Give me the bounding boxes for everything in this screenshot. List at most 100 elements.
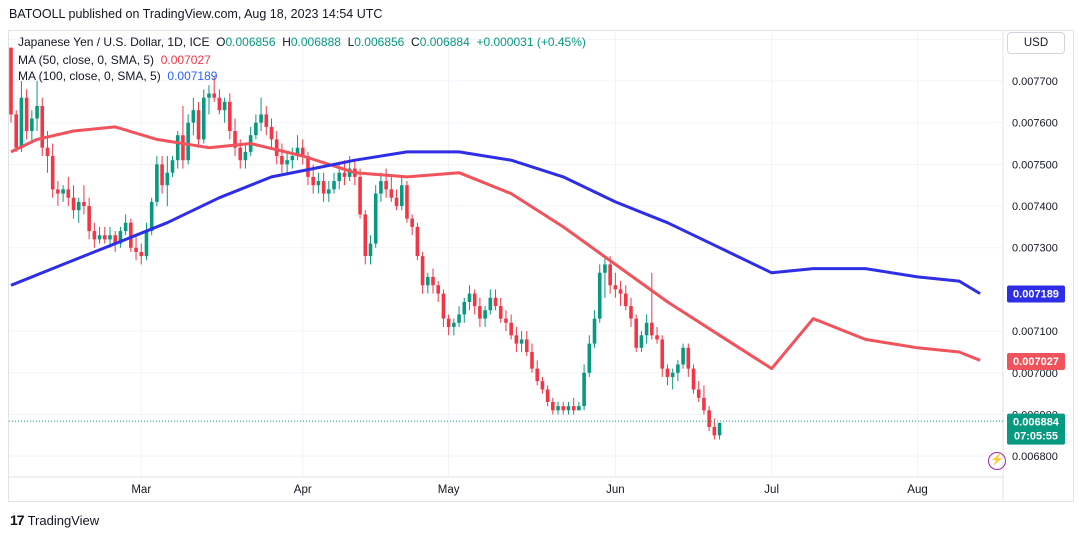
candle-body <box>123 222 128 232</box>
ma100-price-tag-bg <box>1007 285 1065 303</box>
candle-body <box>384 181 388 190</box>
candle-body <box>509 322 513 336</box>
high-value: 0.006888 <box>290 35 341 49</box>
candle-body <box>373 193 378 244</box>
candle-body <box>650 322 654 336</box>
candle-body <box>243 151 248 161</box>
candle-body <box>139 251 144 257</box>
candle-body <box>149 201 154 232</box>
candle-body <box>295 147 300 157</box>
y-tick-label: 0.007600 <box>1012 118 1058 130</box>
candle-body <box>207 93 211 98</box>
candle-body <box>639 335 644 348</box>
candle-body <box>603 264 607 273</box>
change-value: +0.000031 (+0.45%) <box>476 35 586 49</box>
candle-body <box>530 351 534 369</box>
ma50-price-tag: 0.007027 <box>1013 356 1059 368</box>
candle-body <box>545 389 550 402</box>
x-tick-label: Apr <box>294 484 312 496</box>
last-price-tag: 0.006884 <box>1013 417 1060 429</box>
candle-body <box>45 147 50 157</box>
candle-body <box>535 368 540 382</box>
ma50-price-tag-bg <box>1007 353 1065 371</box>
candle-body <box>129 222 133 248</box>
candle-body <box>87 206 91 232</box>
candle-body <box>347 168 352 177</box>
candle-body <box>712 426 717 436</box>
candle-body <box>452 322 456 327</box>
candle-body <box>264 114 269 127</box>
x-tick-label: Aug <box>907 484 927 496</box>
candle-body <box>613 285 618 290</box>
y-tick-label: 0.006800 <box>1012 451 1058 463</box>
candle-body <box>92 231 97 240</box>
tradingview-logo[interactable]: 17 TradingView <box>10 512 99 528</box>
candle-body <box>556 406 560 411</box>
candle-body <box>696 389 701 398</box>
candle-body <box>358 176 362 215</box>
y-tick-label: 0.007400 <box>1012 201 1058 213</box>
candle-body <box>634 318 638 348</box>
candle-body <box>155 164 159 202</box>
y-tick-label: 0.007100 <box>1012 326 1058 338</box>
candle-body <box>217 97 222 111</box>
candle-body <box>259 114 263 123</box>
candle-body <box>571 406 576 411</box>
currency-button[interactable]: USD <box>1007 32 1065 54</box>
candle-body <box>321 181 326 194</box>
candle-body <box>441 293 446 319</box>
y-tick-label: 0.007700 <box>1012 76 1058 88</box>
candle-body <box>342 172 347 177</box>
candle-body <box>379 181 383 194</box>
candle-body <box>300 147 305 157</box>
candle-body <box>670 372 675 377</box>
candle-body <box>170 160 175 173</box>
x-tick-label: Mar <box>131 484 151 496</box>
candle-body <box>285 160 289 165</box>
candle-body <box>488 297 493 311</box>
candle-body <box>551 401 555 411</box>
candle-body <box>201 97 206 140</box>
candle-body <box>686 347 691 369</box>
chart-frame[interactable] <box>8 30 1074 502</box>
candle-body <box>410 218 414 227</box>
ma50-label: MA (50, close, 0, SMA, 5) <box>18 53 155 67</box>
candle-body <box>540 381 545 390</box>
candle-body <box>228 101 232 132</box>
candle-body <box>644 322 649 336</box>
x-tick-label: Jul <box>764 484 779 496</box>
candle-body <box>165 172 170 186</box>
ma100-value: 0.007189 <box>167 69 218 83</box>
ma50-value: 0.007027 <box>160 53 211 67</box>
candle-body <box>426 276 430 286</box>
candle-body <box>623 293 628 307</box>
candle-body <box>186 122 190 161</box>
candle-body <box>389 189 394 198</box>
candle-body <box>14 114 19 148</box>
open-value: 0.006856 <box>225 35 276 49</box>
candle-body <box>71 197 76 211</box>
tradingview-brand-text: TradingView <box>27 512 100 528</box>
candle-body <box>561 406 566 411</box>
candle-body <box>493 297 498 307</box>
candle-body <box>306 156 310 177</box>
candle-body <box>160 164 164 186</box>
candle-body <box>118 231 123 244</box>
candle-body <box>269 126 274 140</box>
candle-body <box>280 156 284 165</box>
candle-body <box>254 122 258 136</box>
candle-body <box>311 176 315 186</box>
candle-body <box>212 93 216 98</box>
lightning-icon[interactable]: ⚡ <box>988 452 1006 470</box>
candle-body <box>274 139 279 157</box>
close-value: 0.006884 <box>419 35 470 49</box>
candle-body <box>478 306 482 319</box>
legend-ma100[interactable]: MA (100, close, 0, SMA, 5) 0.007189 <box>18 69 217 83</box>
candle-body <box>399 185 404 207</box>
legend-ma50[interactable]: MA (50, close, 0, SMA, 5) 0.007027 <box>18 53 211 67</box>
candle-body <box>405 185 409 219</box>
symbol-description[interactable]: Japanese Yen / U.S. Dollar, 1D, ICE <box>18 35 210 49</box>
candle-body <box>462 301 467 315</box>
candle-body <box>82 201 86 207</box>
candle-body <box>191 110 196 123</box>
